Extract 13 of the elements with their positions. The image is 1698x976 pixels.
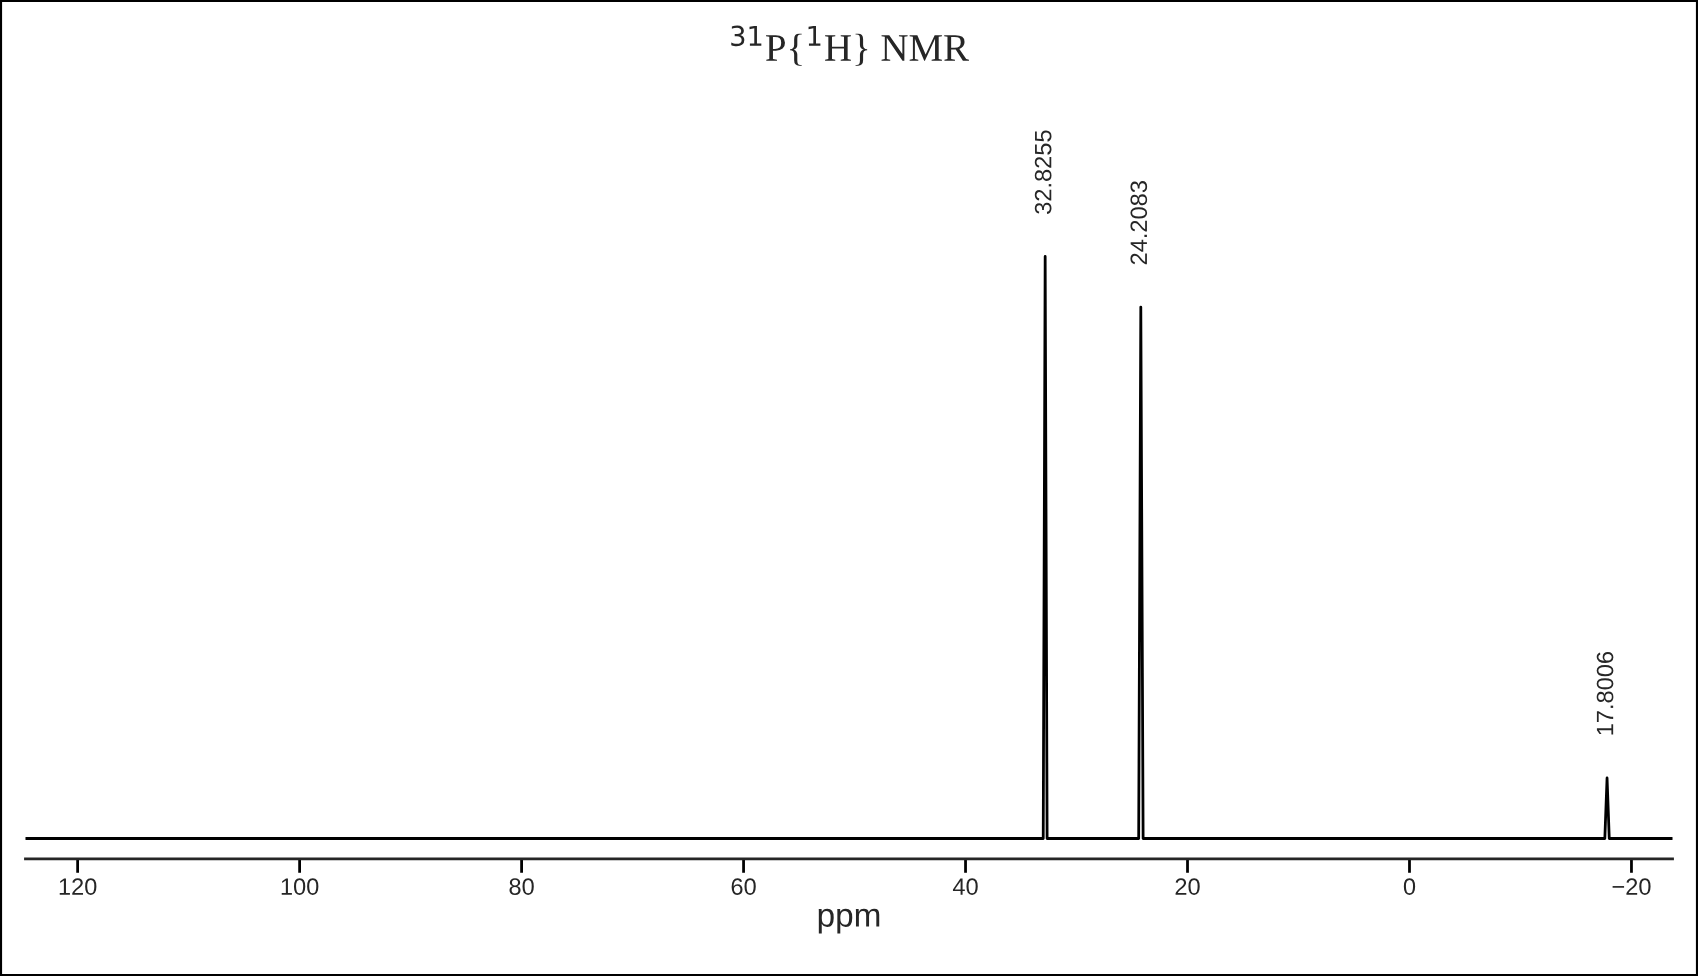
x-axis-title: ppm xyxy=(818,908,880,934)
annotation: 17.8006 xyxy=(1596,652,1614,735)
x-tick-label: −20 xyxy=(1612,878,1651,895)
x-tick-label: 120 xyxy=(59,878,97,895)
annotation: 24.2083 xyxy=(1130,181,1148,265)
chart-title: $^{31}$P{$^{1}$H} NMR xyxy=(731,25,969,66)
x-tick-label: 40 xyxy=(952,878,978,895)
x-tick-label: 20 xyxy=(1175,878,1200,895)
x-tick-label: 0 xyxy=(1403,878,1416,895)
annotation: 32.8255 xyxy=(1034,130,1052,214)
x-tick-label: 100 xyxy=(281,878,319,895)
x-tick-label: 80 xyxy=(509,878,534,895)
x-tick-label: 60 xyxy=(731,878,756,895)
